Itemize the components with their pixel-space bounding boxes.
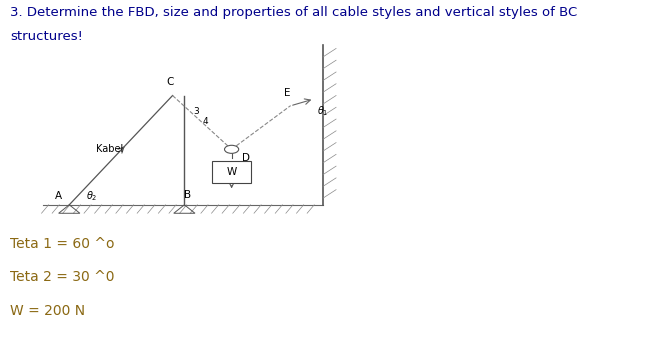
Text: 3: 3 — [193, 107, 199, 116]
Text: Teta 2 = 30 ^0: Teta 2 = 30 ^0 — [11, 271, 114, 284]
Text: D: D — [242, 153, 250, 163]
Text: 4: 4 — [202, 117, 208, 126]
Text: A: A — [55, 192, 63, 201]
Text: W: W — [226, 167, 237, 177]
Text: Kabel: Kabel — [96, 144, 123, 154]
FancyBboxPatch shape — [213, 161, 251, 183]
Text: W = 200 N: W = 200 N — [11, 304, 86, 318]
Text: B: B — [184, 190, 191, 200]
Text: $\theta_1$: $\theta_1$ — [317, 104, 329, 118]
Text: E: E — [284, 88, 291, 98]
Text: C: C — [166, 77, 173, 87]
Text: Teta 1 = 60 ^o: Teta 1 = 60 ^o — [11, 237, 114, 251]
Text: structures!: structures! — [11, 30, 83, 43]
Text: $\theta_2$: $\theta_2$ — [86, 189, 97, 202]
Text: 3. Determine the FBD, size and properties of all cable styles and vertical style: 3. Determine the FBD, size and propertie… — [11, 6, 578, 19]
Circle shape — [224, 145, 239, 153]
